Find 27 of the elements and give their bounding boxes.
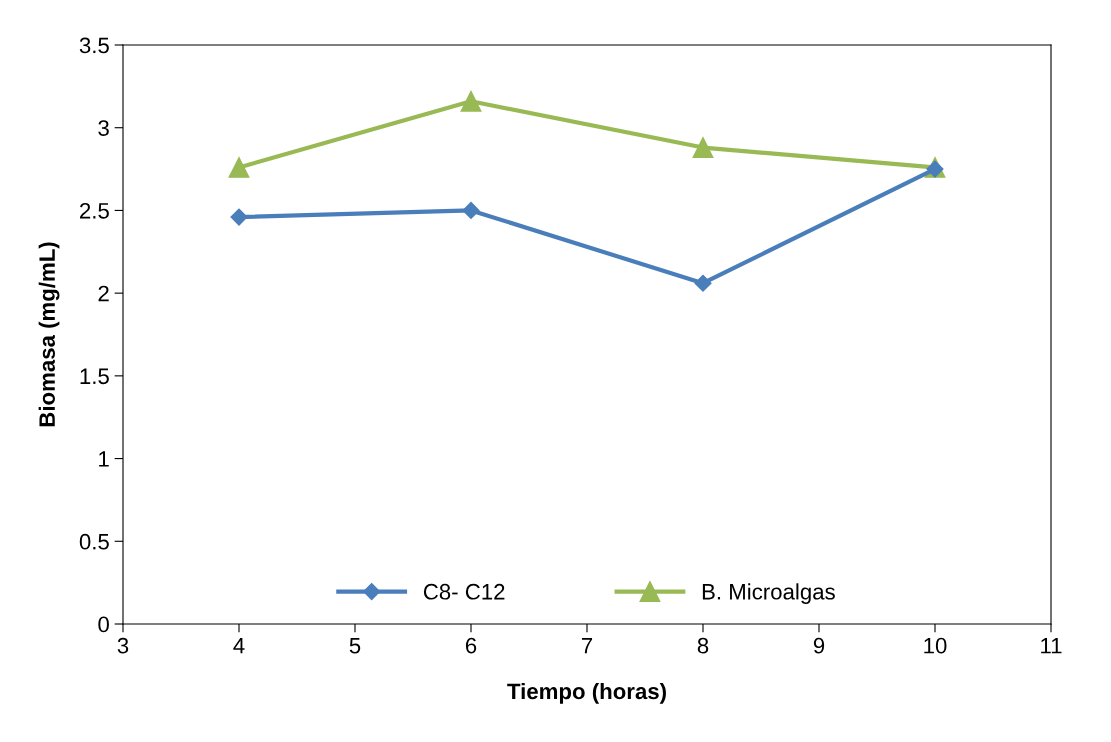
point	[692, 137, 714, 158]
y-tick-label: 1.5	[80, 368, 109, 385]
x-tick-label: 11	[1041, 638, 1062, 654]
x-tick-label: 8	[697, 637, 709, 654]
y-tick-label: 0	[98, 616, 109, 633]
x-tick-label: 9	[813, 637, 825, 654]
x-tick-label: 4	[233, 638, 245, 654]
point	[462, 201, 480, 219]
x-tick-label: 5	[349, 638, 361, 654]
x-tick-label: 3	[117, 637, 129, 654]
y-tick-label: 2.5	[80, 202, 109, 219]
legend-label: C8- C12	[423, 583, 505, 600]
y-axis-title: Biomasa (mg/mL)	[38, 242, 60, 427]
point	[228, 156, 250, 178]
x-tick-label: 10	[924, 637, 947, 654]
point	[460, 90, 482, 112]
x-tick-label: 6	[465, 637, 477, 654]
y-tick-label: 3	[98, 120, 109, 136]
y-tick-label: 2	[98, 285, 109, 302]
legend-label: B. Microalgas	[702, 583, 835, 604]
point	[230, 208, 248, 226]
y-tick-label: 3.5	[79, 37, 109, 54]
x-axis-title: Tiempo (horas)	[507, 682, 666, 704]
x-tick-label: 7	[581, 638, 593, 654]
y-tick-label: 1	[99, 451, 109, 467]
y-tick-label: 0.5	[79, 533, 109, 550]
point	[694, 274, 712, 292]
